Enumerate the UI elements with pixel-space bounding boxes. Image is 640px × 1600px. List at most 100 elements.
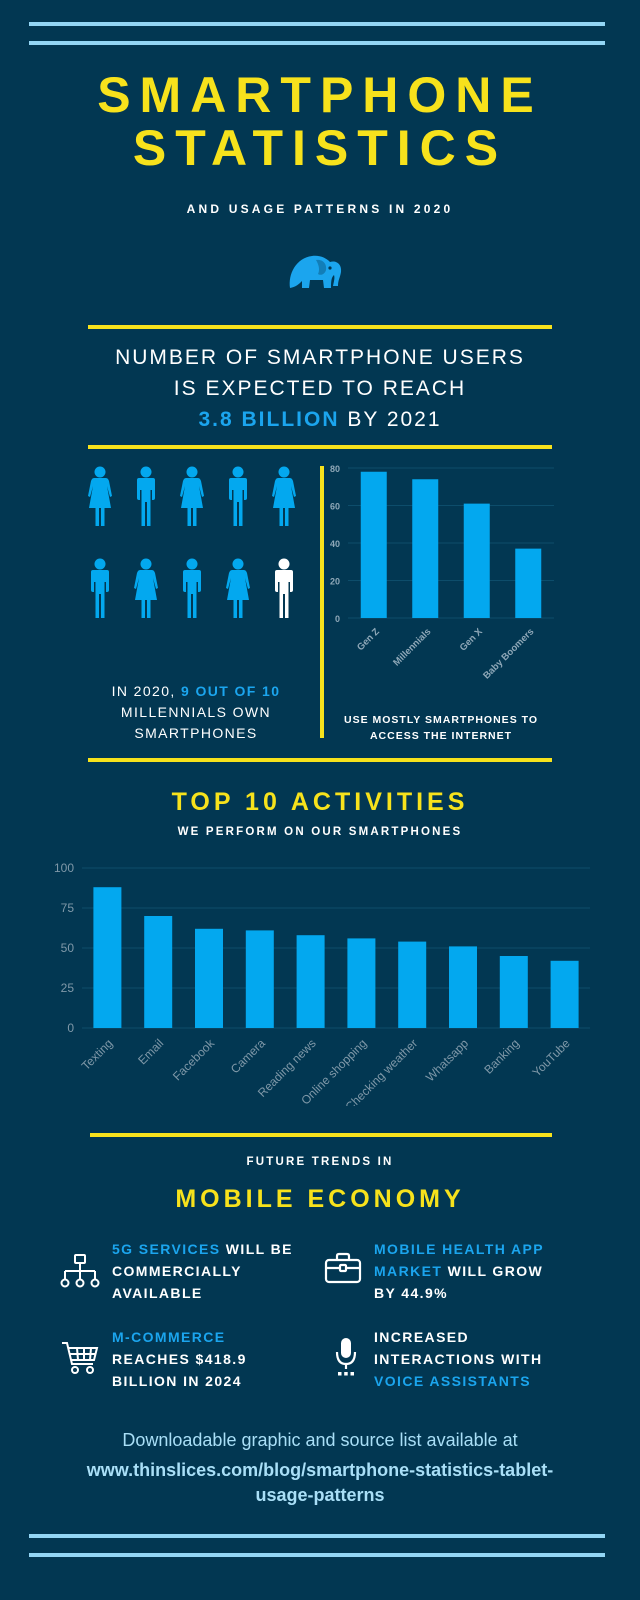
- bar-email: [144, 916, 173, 1028]
- trend-health: MOBILE HEALTH APP MARKET WILL GROW BY 44…: [374, 1238, 544, 1304]
- users-line-2: IS EXPECTED TO REACH: [173, 377, 467, 400]
- y-tick-label: 50: [61, 941, 75, 955]
- trend-voice-line-3: VOICE ASSISTANTS: [374, 1373, 531, 1389]
- footer-link-line-2[interactable]: usage-patterns: [255, 1485, 385, 1505]
- trend-voice: INCREASED INTERACTIONS WITH VOICE ASSIST…: [374, 1326, 542, 1392]
- person-female-icon: [180, 466, 204, 526]
- y-tick-label: 40: [330, 539, 340, 549]
- trend-5g-line-1-rest: WILL BE: [220, 1241, 293, 1257]
- users-highlight: 3.8 BILLION: [198, 408, 340, 431]
- y-tick-label: 80: [330, 464, 340, 474]
- millennials-prefix: IN 2020,: [111, 683, 176, 699]
- person-male-icon: [183, 558, 201, 618]
- internet-caption-line-2: ACCESS THE INTERNET: [369, 730, 513, 742]
- x-tick-label: YouTube: [529, 1036, 572, 1079]
- millennials-highlight: 9 OUT OF 10: [181, 683, 281, 699]
- section-vertical-divider: [320, 466, 324, 738]
- trend-health-line-2: MARKET WILL GROW: [374, 1260, 544, 1282]
- bar-whatsapp: [449, 946, 477, 1028]
- trend-voice-line-1: INCREASED: [374, 1329, 470, 1345]
- bar-camera: [245, 930, 274, 1028]
- x-tick-label: Baby Boomers: [481, 626, 536, 681]
- millennials-line-1: IN 2020, 9 OUT OF 10: [88, 681, 304, 702]
- bar-gen-x: [463, 503, 490, 618]
- trend-mcommerce-line-2: REACHES $418.9: [112, 1351, 247, 1367]
- page-subtitle: AND USAGE PATTERNS IN 2020: [186, 202, 454, 216]
- bar-texting: [93, 887, 122, 1028]
- users-line-1: NUMBER OF SMARTPHONE USERS: [115, 346, 525, 369]
- bar-facebook: [195, 928, 223, 1028]
- trend-health-highlight: MARKET: [374, 1263, 443, 1279]
- x-tick-label: Banking: [481, 1036, 522, 1077]
- bar-baby-boomers: [515, 548, 542, 618]
- bar-youtube: [550, 960, 579, 1028]
- x-tick-label: Camera: [228, 1036, 268, 1076]
- bar-gen-z: [360, 471, 387, 618]
- footer-text: Downloadable graphic and source list ava…: [122, 1430, 518, 1450]
- x-tick-label: Whatsapp: [423, 1036, 471, 1084]
- trends-top-divider: [90, 1133, 552, 1137]
- millennials-line-3: SMARTPHONES: [134, 725, 258, 741]
- users-line-3-suffix: BY 2021: [347, 408, 442, 431]
- people-figures: [88, 466, 296, 618]
- activities-top-divider: [88, 758, 552, 762]
- top-divider-line-1: [29, 22, 605, 26]
- person-male-white-icon: [275, 558, 293, 618]
- trend-5g-line-3: AVAILABLE: [112, 1285, 203, 1301]
- trend-health-line-3: BY 44.9%: [374, 1285, 448, 1301]
- top-divider-line-2: [29, 41, 605, 45]
- y-tick-label: 60: [330, 502, 340, 512]
- bar-banking: [499, 956, 528, 1028]
- person-female-icon: [88, 466, 112, 526]
- trend-5g: 5G SERVICES WILL BE COMMERCIALLY AVAILAB…: [112, 1238, 293, 1304]
- trend-voice-line-2: INTERACTIONS WITH: [374, 1351, 543, 1367]
- person-male-icon: [91, 558, 109, 618]
- page-title-line-2: STATISTICS: [132, 120, 508, 176]
- y-tick-label: 0: [335, 614, 340, 624]
- y-tick-label: 20: [330, 577, 340, 587]
- page-title-line-1: SMARTPHONE: [97, 67, 543, 123]
- users-top-divider: [88, 325, 552, 329]
- bar-millennials: [412, 479, 439, 618]
- x-tick-label: Millennials: [391, 626, 433, 668]
- trend-5g-highlight: 5G SERVICES: [112, 1241, 221, 1257]
- activities-subheading: WE PERFORM ON OUR SMARTPHONES: [177, 826, 463, 838]
- footer-link[interactable]: www.thinslices.com/blog/smartphone-stati…: [40, 1458, 600, 1508]
- trend-health-line-2-rest: WILL GROW: [442, 1263, 544, 1279]
- activities-heading: TOP 10 ACTIVITIES: [171, 788, 469, 816]
- trend-health-line-1: MOBILE HEALTH APP: [374, 1241, 545, 1257]
- users-bottom-divider: [88, 445, 552, 449]
- shopping-cart-icon: [62, 1342, 99, 1374]
- footer-link-line-1[interactable]: www.thinslices.com/blog/smartphone-stati…: [86, 1460, 554, 1480]
- bottom-divider-line-2: [29, 1553, 605, 1557]
- trend-mcommerce-line-3: BILLION IN 2024: [112, 1373, 242, 1389]
- x-tick-label: Gen X: [458, 626, 486, 654]
- trend-5g-line-2: COMMERCIALLY: [112, 1263, 242, 1279]
- y-tick-label: 0: [67, 1021, 74, 1035]
- trend-mcommerce: M-COMMERCE REACHES $418.9 BILLION IN 202…: [112, 1326, 247, 1392]
- person-female-icon: [272, 466, 296, 526]
- bar-reading-news: [296, 935, 325, 1028]
- microphone-icon: [335, 1338, 357, 1376]
- person-male-icon: [137, 466, 155, 526]
- trend-5g-line-1: 5G SERVICES WILL BE: [112, 1238, 293, 1260]
- x-tick-label: Gen Z: [355, 626, 382, 653]
- trends-heading: MOBILE ECONOMY: [175, 1185, 465, 1213]
- person-male-icon: [229, 466, 247, 526]
- briefcase-icon: [324, 1252, 362, 1284]
- y-tick-label: 100: [54, 861, 74, 875]
- x-tick-label: Texting: [79, 1036, 116, 1073]
- y-tick-label: 75: [61, 901, 75, 915]
- elephant-icon: [289, 255, 342, 288]
- person-female-icon: [226, 558, 250, 618]
- y-tick-label: 25: [61, 981, 75, 995]
- trend-mcommerce-line-1: M-COMMERCE: [112, 1329, 226, 1345]
- internet-caption-line-1: USE MOSTLY SMARTPHONES TO: [344, 714, 538, 726]
- x-tick-label: Facebook: [170, 1036, 218, 1084]
- millennials-line-2: MILLENNIALS OWN: [120, 704, 272, 720]
- network-icon: [60, 1254, 100, 1288]
- bottom-divider-line-1: [29, 1534, 605, 1538]
- trends-kicker: FUTURE TRENDS IN: [246, 1156, 394, 1168]
